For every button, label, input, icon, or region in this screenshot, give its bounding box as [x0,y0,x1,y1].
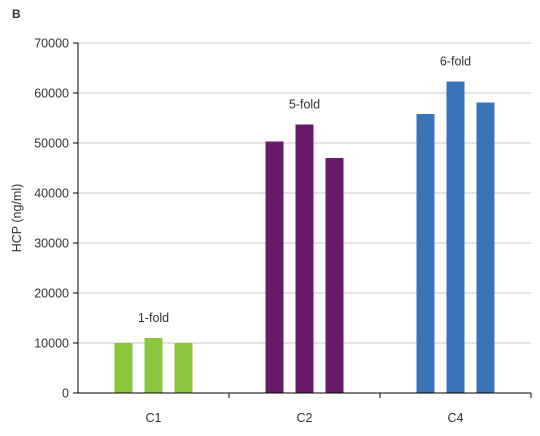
y-tick-label: 50000 [34,137,69,151]
y-tick-label: 70000 [34,37,69,51]
bar-c2-3 [325,158,344,393]
y-tick-label: 30000 [34,237,69,251]
bar-c2-1 [265,141,284,393]
y-tick-labels: 0 10000 20000 30000 40000 50000 60000 70000 [34,37,78,401]
bar-c2-2 [295,124,314,393]
bar-c1-3 [174,343,193,393]
y-tick-label: 20000 [34,287,69,301]
annotations: 1-fold 5-fold 6-fold [138,55,471,326]
bar-c4-3 [476,102,495,393]
annotation-c2: 5-fold [289,98,320,112]
bar-c4-2 [446,81,465,393]
bars [114,81,495,393]
y-tick-label: 60000 [34,87,69,101]
bar-c1-1 [114,343,133,393]
category-label-c4: C4 [448,411,464,425]
x-category-labels: C1 C2 C4 [146,393,532,425]
bar-c4-1 [416,114,435,393]
annotation-c4: 6-fold [440,55,471,69]
category-label-c2: C2 [297,411,313,425]
y-tick-label: 0 [62,387,69,401]
bar-c1-2 [144,338,163,393]
y-axis-title: HCP (ng/ml) [10,184,24,253]
y-tick-label: 10000 [34,337,69,351]
y-tick-label: 40000 [34,187,69,201]
category-label-c1: C1 [146,411,162,425]
panel-label: B [12,7,21,21]
annotation-c1: 1-fold [138,311,169,325]
